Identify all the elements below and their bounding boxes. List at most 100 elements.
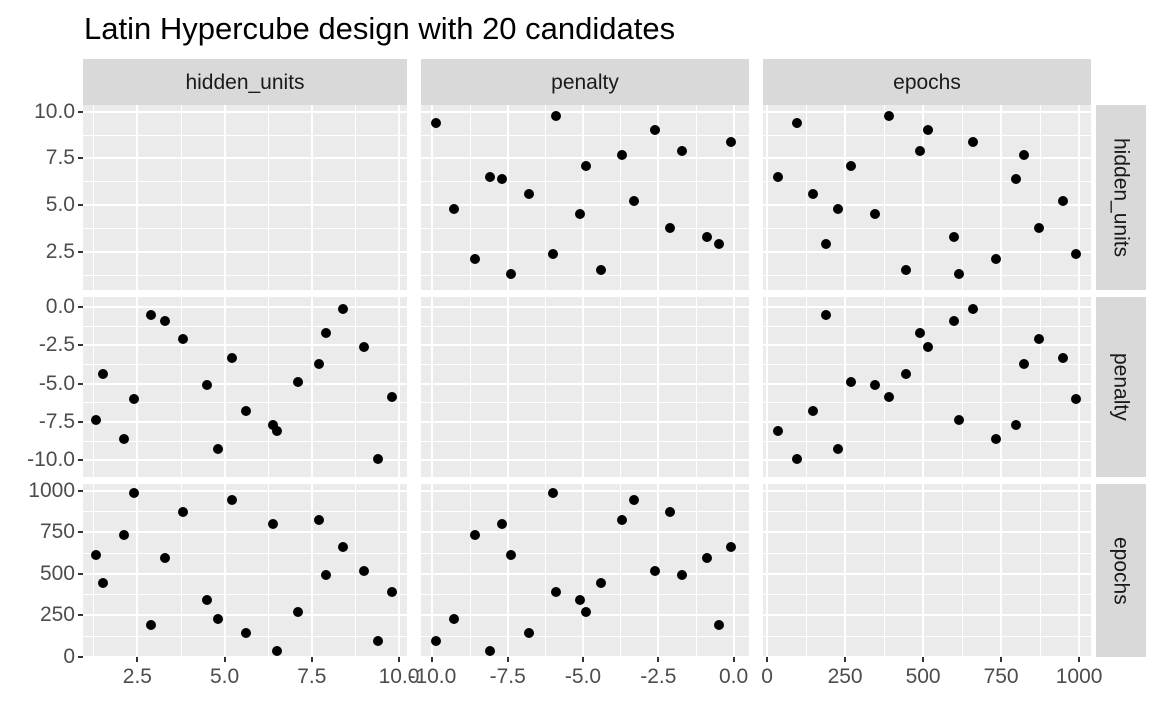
y-axis-tick xyxy=(78,157,83,160)
gridline-minor-horizontal xyxy=(421,227,749,229)
gridline-major-vertical xyxy=(1078,297,1081,477)
data-point xyxy=(650,125,661,136)
x-axis-tick xyxy=(398,657,400,662)
data-point xyxy=(948,315,959,326)
x-axis-tick xyxy=(922,657,925,662)
gridline-major-horizontal xyxy=(83,614,407,617)
panel-penalty-vs-hidden_units xyxy=(83,297,407,477)
y-tick-label: -2.5 xyxy=(38,333,75,357)
data-point xyxy=(821,309,831,320)
data-point xyxy=(713,239,724,250)
gridline-minor-horizontal xyxy=(421,181,749,183)
data-point xyxy=(160,315,171,326)
gridline-minor-horizontal xyxy=(763,274,1091,276)
x-axis-tick xyxy=(732,657,735,662)
gridline-minor-vertical xyxy=(93,105,95,290)
facet-strip-label: penalty xyxy=(1109,353,1133,421)
data-point xyxy=(596,265,607,276)
x-tick-label: -2.5 xyxy=(640,665,677,688)
gridline-major-vertical xyxy=(766,105,769,290)
gridline-major-vertical xyxy=(844,105,847,290)
data-point xyxy=(430,117,441,128)
data-point xyxy=(547,248,558,259)
gridline-major-vertical xyxy=(844,484,847,657)
gridline-major-horizontal xyxy=(421,250,749,253)
facet-strip-row-epochs: epochs xyxy=(1096,484,1146,657)
gridline-minor-vertical xyxy=(695,297,697,477)
panel-epochs-vs-penalty xyxy=(421,484,749,657)
y-tick-label: -10.0 xyxy=(27,448,75,472)
gridline-minor-vertical xyxy=(267,297,269,477)
gridline-minor-horizontal xyxy=(763,440,1091,442)
data-point xyxy=(596,577,607,588)
gridline-minor-vertical xyxy=(180,297,182,477)
data-point xyxy=(202,380,213,391)
gridline-minor-horizontal xyxy=(421,134,749,136)
data-point xyxy=(177,507,188,518)
y-axis-tick xyxy=(78,110,83,113)
gridline-minor-vertical xyxy=(1039,297,1041,477)
data-point xyxy=(292,606,303,617)
data-point xyxy=(581,160,592,171)
x-tick-label: -5.0 xyxy=(564,665,602,688)
data-point xyxy=(883,110,894,121)
gridline-major-horizontal xyxy=(763,459,1091,462)
y-axis-tick xyxy=(78,250,83,253)
data-point xyxy=(268,419,279,430)
data-point xyxy=(373,453,384,464)
panel-hidden_units-vs-penalty xyxy=(421,105,749,290)
gridline-major-vertical xyxy=(1000,105,1003,290)
y-tick-label: 10.0 xyxy=(34,99,75,123)
data-point xyxy=(869,209,880,220)
gridline-major-horizontal xyxy=(83,344,407,347)
gridline-minor-vertical xyxy=(695,105,697,290)
gridline-major-horizontal xyxy=(83,250,407,253)
gridline-minor-vertical xyxy=(883,105,885,290)
data-point xyxy=(846,377,857,387)
gridline-minor-vertical xyxy=(1039,484,1041,657)
data-point xyxy=(629,196,640,207)
gridline-minor-horizontal xyxy=(83,402,407,404)
y-tick-label: -7.5 xyxy=(38,409,75,433)
y-axis-tick xyxy=(78,420,83,423)
data-point xyxy=(448,203,459,214)
data-point xyxy=(968,136,979,147)
gridline-major-horizontal xyxy=(421,382,749,385)
gridline-minor-vertical xyxy=(267,105,269,290)
gridline-major-vertical xyxy=(431,484,434,657)
gridline-minor-vertical xyxy=(1039,105,1041,290)
gridline-major-horizontal xyxy=(763,420,1091,423)
gridline-minor-vertical xyxy=(267,484,269,657)
gridline-minor-horizontal xyxy=(421,363,749,365)
gridline-major-vertical xyxy=(922,105,925,290)
panel-hidden_units-vs-epochs xyxy=(763,105,1091,290)
gridline-major-vertical xyxy=(398,484,400,657)
gridline-minor-vertical xyxy=(469,484,471,657)
gridline-major-horizontal xyxy=(83,459,407,462)
y-axis-tick xyxy=(78,459,83,462)
data-point xyxy=(915,145,926,156)
data-point xyxy=(1057,352,1068,363)
data-point xyxy=(901,369,912,380)
gridline-major-vertical xyxy=(310,297,313,477)
data-point xyxy=(226,494,237,505)
facet-strip-label: epochs xyxy=(1109,536,1133,605)
data-point xyxy=(469,254,480,265)
data-point xyxy=(160,552,171,563)
gridline-major-horizontal xyxy=(763,614,1091,617)
x-axis-tick xyxy=(1078,657,1081,662)
gridline-major-horizontal xyxy=(763,250,1091,253)
gridline-major-vertical xyxy=(844,297,847,477)
gridline-major-vertical xyxy=(431,105,434,290)
facet-strip-col-epochs: epochs xyxy=(763,59,1091,105)
data-point xyxy=(883,392,894,403)
facet-strip-label: hidden_units xyxy=(185,70,305,94)
gridline-minor-vertical xyxy=(620,105,622,290)
data-point xyxy=(146,620,157,631)
gridline-major-vertical xyxy=(506,297,509,477)
gridline-minor-horizontal xyxy=(421,635,749,637)
gridline-minor-horizontal xyxy=(763,402,1091,404)
gridline-minor-vertical xyxy=(544,105,546,290)
gridline-major-vertical xyxy=(732,484,735,657)
data-point xyxy=(901,265,912,276)
